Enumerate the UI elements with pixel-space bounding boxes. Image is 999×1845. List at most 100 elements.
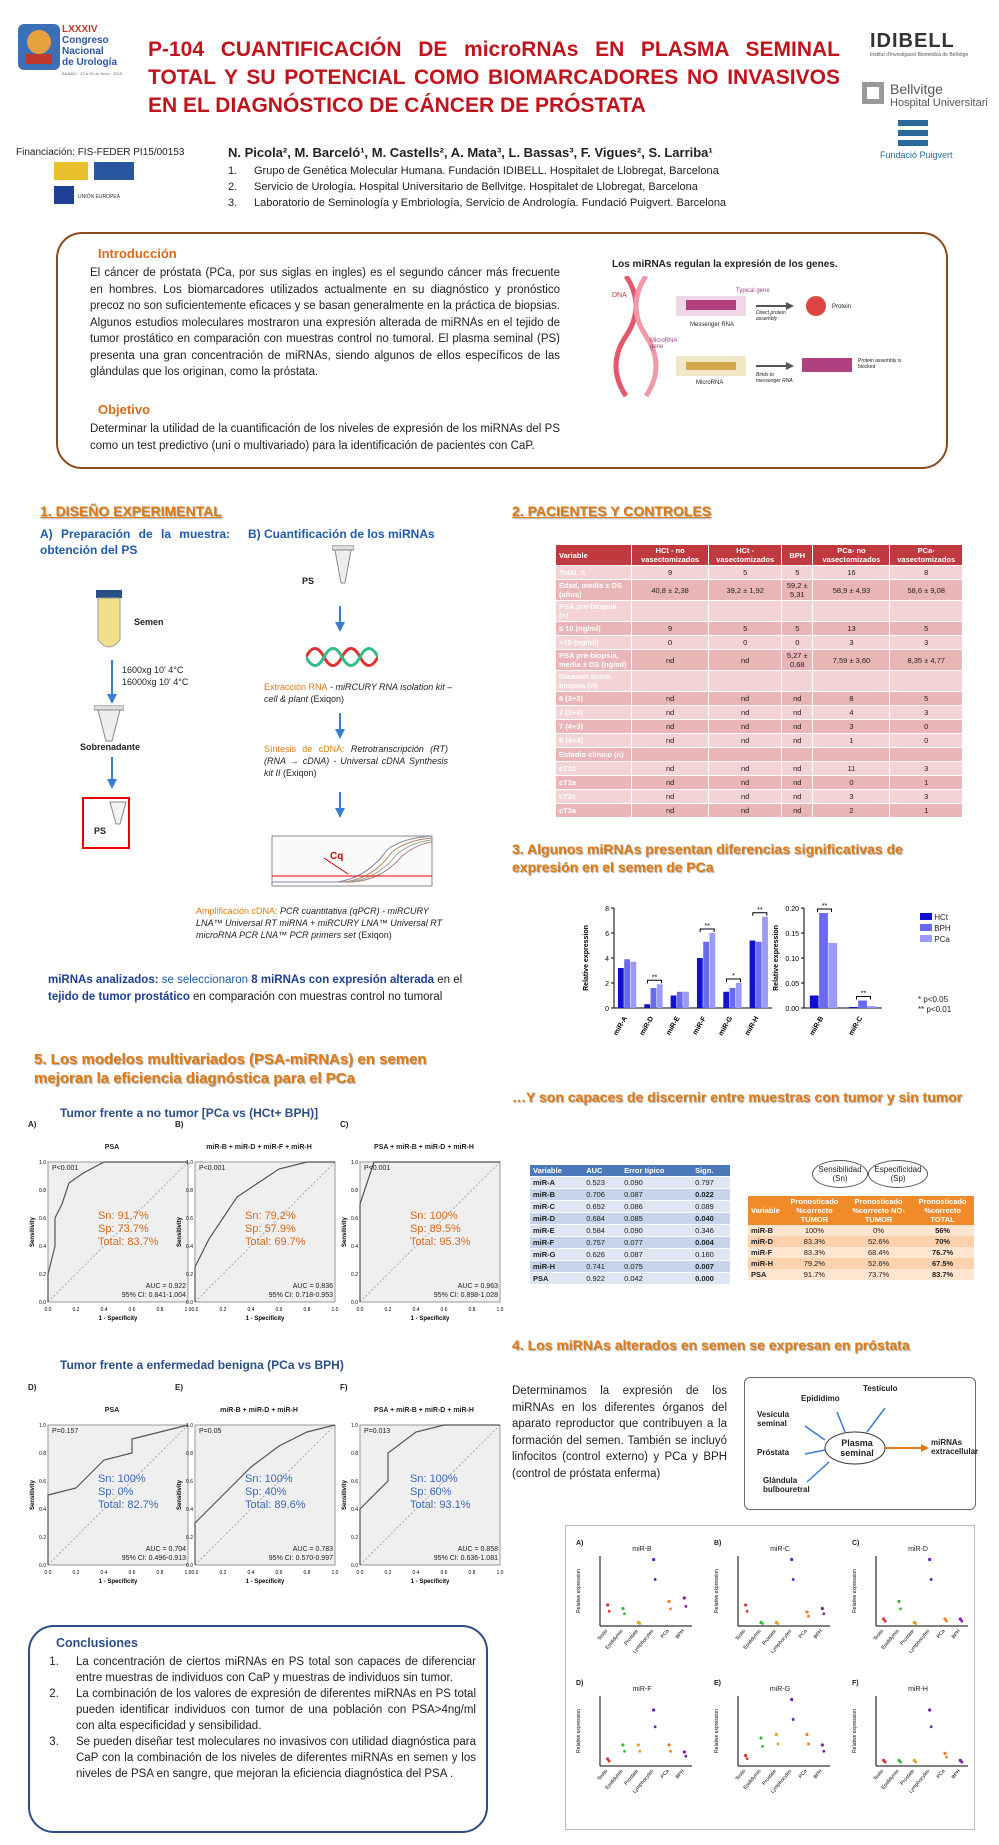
x-tick-label: 1.0 (332, 1570, 339, 1576)
semen-label: Semen (134, 617, 164, 627)
roc-curve-svg: 0.00.00.20.20.40.40.60.60.80.81.01.01 - … (342, 1160, 504, 1322)
x-tick-label: 0.6 (129, 1307, 136, 1313)
expression-dot (899, 1760, 902, 1764)
roc-curve (47, 1424, 189, 1565)
table-cell: 0.684 (583, 1212, 622, 1225)
x-tick-label: 0.8 (157, 1570, 164, 1576)
table-row: miR-E 0.584 0.090 0.346 (530, 1224, 730, 1237)
total-value: Total: 83.7% (98, 1236, 159, 1248)
bar (762, 916, 768, 1008)
table-cell: nd (630, 691, 710, 706)
auc-stats: AUC = 0.783 95% CI: 0.570-0.997 (215, 1545, 333, 1563)
panel-mirna-name: miR-B (632, 1546, 652, 1553)
table-row: miR-D 83.3% 52.6% 70% (748, 1236, 974, 1247)
table-cell: 91.7% (782, 1269, 847, 1280)
significance-label: ** (757, 907, 763, 914)
x-tick-label: miR-A (613, 1016, 629, 1037)
rna-helix-icon (304, 640, 380, 679)
table-row: miR-D 0.684 0.085 0.040 (530, 1212, 730, 1225)
x-tick-label: PCa (936, 1768, 947, 1779)
roc-panel: A) PSA 0.0 0.0 0.2 0.2 0.4 0.4 0.6 0.6 0.8 0.8 1.0 1.… (28, 1120, 193, 1345)
auc-value: AUC = 0.836 (292, 1283, 333, 1290)
bar (670, 995, 677, 1008)
congress-line3: de Urología (62, 57, 118, 68)
expression-dot (745, 1609, 749, 1613)
sensitivity-value: Sn: 100% (245, 1473, 293, 1485)
bar (644, 1004, 651, 1008)
subtitle-tumor-vs-benign: Tumor frente a enfermedad benigna (PCa v… (60, 1358, 344, 1372)
x-axis-label: 1 - Specificity (99, 1579, 138, 1585)
table-cell (889, 747, 963, 762)
table-cell: nd (781, 691, 814, 706)
auc-value: AUC = 0.858 (457, 1546, 498, 1553)
note-2: ** p<0.01 (918, 1005, 952, 1014)
sn-sp-stats: Sn: 100% Sp: 60% Total: 93.1% (410, 1473, 471, 1512)
table-header-cell: Variable (530, 1165, 584, 1177)
table-row: 7 (3+4) nd nd nd 4 3 (555, 705, 963, 720)
tissue-expression-panels (565, 1525, 975, 1830)
roc-panel: C) PSA + miR-B + miR-D + miR-H 0.0 0.0 0.2 0.… (340, 1120, 505, 1345)
x-tick-label: 0.8 (304, 1570, 311, 1576)
table-cell: nd (781, 733, 814, 748)
table-cell: 11 (812, 761, 891, 776)
y-tick-label: 1.0 (351, 1160, 358, 1166)
y-axis-label: Sensitivity (30, 1479, 36, 1510)
x-tick-label: 0.2 (220, 1307, 227, 1313)
label-blocked: Protein assembly is blocked (858, 358, 902, 370)
significance-notes: * p<0.05 ** p<0.01 (918, 995, 951, 1015)
table-cell: 3 (812, 635, 891, 650)
roc-plot: 0.0 0.0 0.2 0.2 0.4 0.4 0.6 0.6 0.8 0.8 1.0 1.0 1 - … (28, 1417, 193, 1612)
table-cell (889, 600, 963, 622)
tissue-dot-plot: Relative expressionTestisEpididymisProst… (852, 1556, 968, 1655)
y-tick-label: 0.2 (351, 1272, 358, 1278)
expression-dot (883, 1619, 887, 1623)
table-cell (708, 600, 783, 622)
x-tick-label: 0.4 (413, 1307, 420, 1313)
x-axis-label: 1 - Specificity (411, 1579, 450, 1585)
label-vesicula: Vesícula seminal (757, 1410, 790, 1428)
roc-curve-svg: 0.00.00.20.20.40.40.60.60.80.81.01.01 - … (177, 1423, 339, 1585)
table-cell: nd (630, 803, 710, 818)
table-cell: 39,2 ± 1,92 (708, 579, 783, 601)
bar (709, 933, 716, 1008)
table-cell: cT2a (555, 775, 632, 790)
p-value: P<0.001 (199, 1165, 226, 1172)
table-cell: 0.077 (621, 1236, 693, 1249)
x-tick-label: 0.2 (73, 1570, 80, 1576)
table-cell: 58,9 ± 4,93 (812, 579, 891, 601)
y-tick-label: 0.8 (351, 1451, 358, 1457)
label-mirna: MicroRNA (696, 380, 724, 386)
table-cell: nd (781, 789, 814, 804)
table-cell (812, 747, 891, 762)
arrow-down-icon (107, 757, 117, 794)
tissue-panel: C) miR-D Relative expression Testis Epididym… (848, 1540, 976, 1675)
table-cell: 58,6 ± 9,08 (889, 579, 963, 601)
table-cell: 1 (889, 775, 963, 790)
table-cell: 0.757 (583, 1236, 622, 1249)
table-cell: nd (708, 691, 783, 706)
sensitivity-value: Sn: 100% (98, 1473, 146, 1485)
y-tick-label: 1.0 (39, 1423, 46, 1429)
bar (729, 988, 736, 1008)
bubble-specificity: Especificidad (Sp) (868, 1160, 928, 1188)
sensitivity-value: Sn: 100% (410, 1473, 458, 1485)
roc-model-label: miR-B + miR-D + miR-F + miR-H (206, 1144, 312, 1151)
table-cell: Edad, media ± DS (años) (555, 579, 632, 601)
amplification-body: PCR cuantitativa (qPCR) - miRCURY LNA™ U… (196, 906, 443, 940)
spin-conditions: 1600xg 10' 4°C 16000xg 10' 4°C (122, 664, 188, 688)
label-dna: DNA (612, 292, 627, 299)
table-cell: 5 (708, 565, 783, 580)
table-cell: 73.7% (846, 1269, 912, 1280)
mirnas-d: en el (434, 974, 463, 986)
table-cell: nd (708, 775, 783, 790)
roc-curve-svg: 0.00.00.20.20.40.40.60.60.80.81.01.01 - … (30, 1160, 192, 1322)
table-cell: nd (781, 775, 814, 790)
x-tick-label: 1.0 (332, 1307, 339, 1313)
table-cell: nd (630, 733, 710, 748)
bar (755, 941, 762, 1008)
table-row: ≤ 10 (ng/ml) 9 5 5 13 5 (555, 621, 963, 636)
label-direct: Direct protein assembly (756, 310, 786, 322)
bar (696, 958, 703, 1008)
y-tick-label: 0.4 (351, 1244, 358, 1250)
sn-sp-stats: Sn: 100% Sp: 0% Total: 82.7% (98, 1473, 159, 1512)
